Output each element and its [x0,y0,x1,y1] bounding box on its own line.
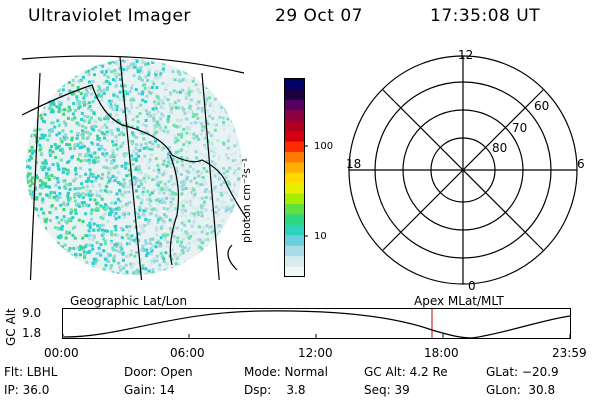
polar-label-left: 18 [346,157,362,171]
uv-image-globe [22,55,247,280]
alt-ytick-1-8: 1.8 [22,326,42,340]
colorbar-cell [285,204,305,215]
time-label: 17:35:08 UT [430,6,541,26]
alt-xtick-2359: 23:59 [552,346,587,360]
colorbar-cell [285,162,305,174]
polar-ring-70: 70 [512,121,528,135]
colorbar-cell [285,193,305,205]
colorbar-cell [285,266,305,278]
info-filter: Flt: LBHL [4,365,58,379]
info-glat: GLat: −20.9 [486,365,559,379]
alt-xtick-0600: 06:00 [170,346,205,360]
polar-label-bottom: 0 [468,279,476,293]
polar-label-right: 6 [577,157,585,171]
info-gain: Gain: 14 [124,383,175,397]
colorbar-cell [285,224,305,236]
colorbar-tick-10: 10 [314,231,327,242]
info-seq: Seq: 39 [364,383,410,397]
colorbar-cell [285,79,305,90]
colorbar-label: photon cm⁻²s⁻¹ [240,157,253,243]
info-mode: Mode: Normal [244,365,328,379]
color-bar [284,78,308,278]
info-gc-alt: GC Alt: 4.2 Re [364,365,448,379]
date-label: 29 Oct 07 [275,6,363,26]
alt-xtick-0000: 00:00 [44,346,79,360]
alt-ylabel: GC Alt [4,308,18,346]
alt-right-caption: Apex MLat/MLT [414,294,504,308]
map-overlay-lines [22,55,247,280]
colorbar-cell [285,214,305,226]
alt-xtick-1800: 18:00 [424,346,459,360]
instrument-title: Ultraviolet Imager [28,6,191,26]
altitude-orbit-panel [62,308,571,339]
colorbar-cell [285,141,305,153]
colorbar-cell [285,151,305,163]
polar-grid [348,55,578,285]
colorbar-cell [285,183,305,195]
colorbar-tick-100: 100 [314,141,334,152]
alt-left-caption: Geographic Lat/Lon [70,294,188,308]
colorbar-cell [285,235,305,247]
colorbar-cell [285,89,305,101]
polar-label-top: 12 [458,48,474,62]
colorbar-cell [285,120,305,132]
colorbar-cell [285,245,305,257]
colorbar-cell [285,172,305,184]
colorbar-cell [285,256,305,268]
polar-ring-60: 60 [534,99,550,113]
polar-ring-80: 80 [492,141,508,155]
alt-xtick-1200: 12:00 [298,346,333,360]
info-ip: IP: 36.0 [4,383,50,397]
colorbar-cell [285,99,305,111]
colorbar-cell [285,110,305,122]
colorbar-cell [285,131,305,143]
info-glon: GLon: 30.8 [486,383,556,397]
info-dsp: Dsp: 3.8 [244,383,306,397]
alt-ytick-9: 9.0 [22,306,42,320]
info-door: Door: Open [124,365,193,379]
